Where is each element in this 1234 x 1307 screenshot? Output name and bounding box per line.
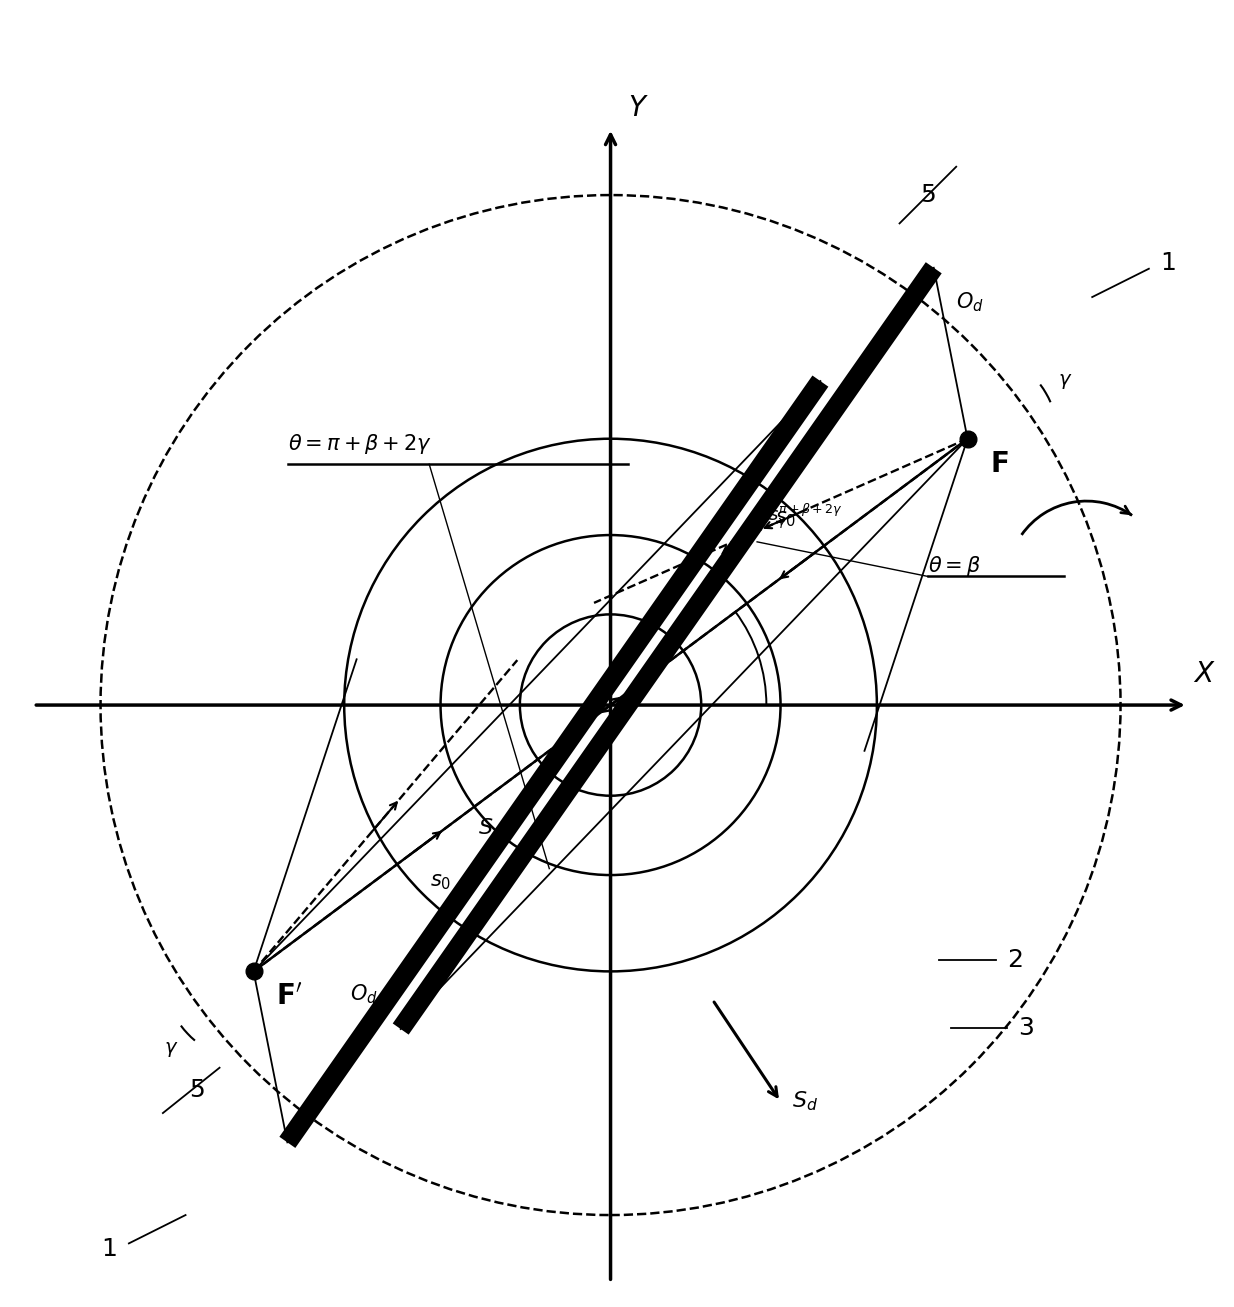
Text: $X$: $X$ xyxy=(1193,660,1215,687)
Text: $\mathbf{F}$: $\mathbf{F}$ xyxy=(990,450,1008,478)
Text: 1: 1 xyxy=(1160,251,1176,274)
Text: $O$: $O$ xyxy=(555,733,576,757)
Text: $\gamma$: $\gamma$ xyxy=(164,1039,178,1059)
Text: $\theta = \pi + \beta + 2\gamma$: $\theta = \pi + \beta + 2\gamma$ xyxy=(288,431,432,456)
Text: $Y$: $Y$ xyxy=(628,94,648,123)
Text: $S_d$: $S_d$ xyxy=(792,1090,818,1114)
Text: $s_0$: $s_0$ xyxy=(775,508,796,529)
Text: 1: 1 xyxy=(101,1236,117,1261)
Text: 3: 3 xyxy=(1018,1016,1034,1040)
Text: $\mathbf{F'}$: $\mathbf{F'}$ xyxy=(276,983,302,1010)
Text: 5: 5 xyxy=(189,1078,205,1102)
Text: 5: 5 xyxy=(921,183,935,207)
Text: $\gamma$: $\gamma$ xyxy=(1059,372,1072,391)
Text: $s_0$: $s_0$ xyxy=(429,872,450,893)
Text: $O_d$: $O_d$ xyxy=(350,983,378,1006)
Text: $s_\gamma^{\pi+\beta+2\gamma}$: $s_\gamma^{\pi+\beta+2\gamma}$ xyxy=(769,501,843,531)
Text: $O_d$: $O_d$ xyxy=(956,290,985,314)
Text: 2: 2 xyxy=(1007,948,1023,972)
Text: $S_d$: $S_d$ xyxy=(478,817,503,840)
Text: $\theta = \beta$: $\theta = \beta$ xyxy=(928,554,981,578)
